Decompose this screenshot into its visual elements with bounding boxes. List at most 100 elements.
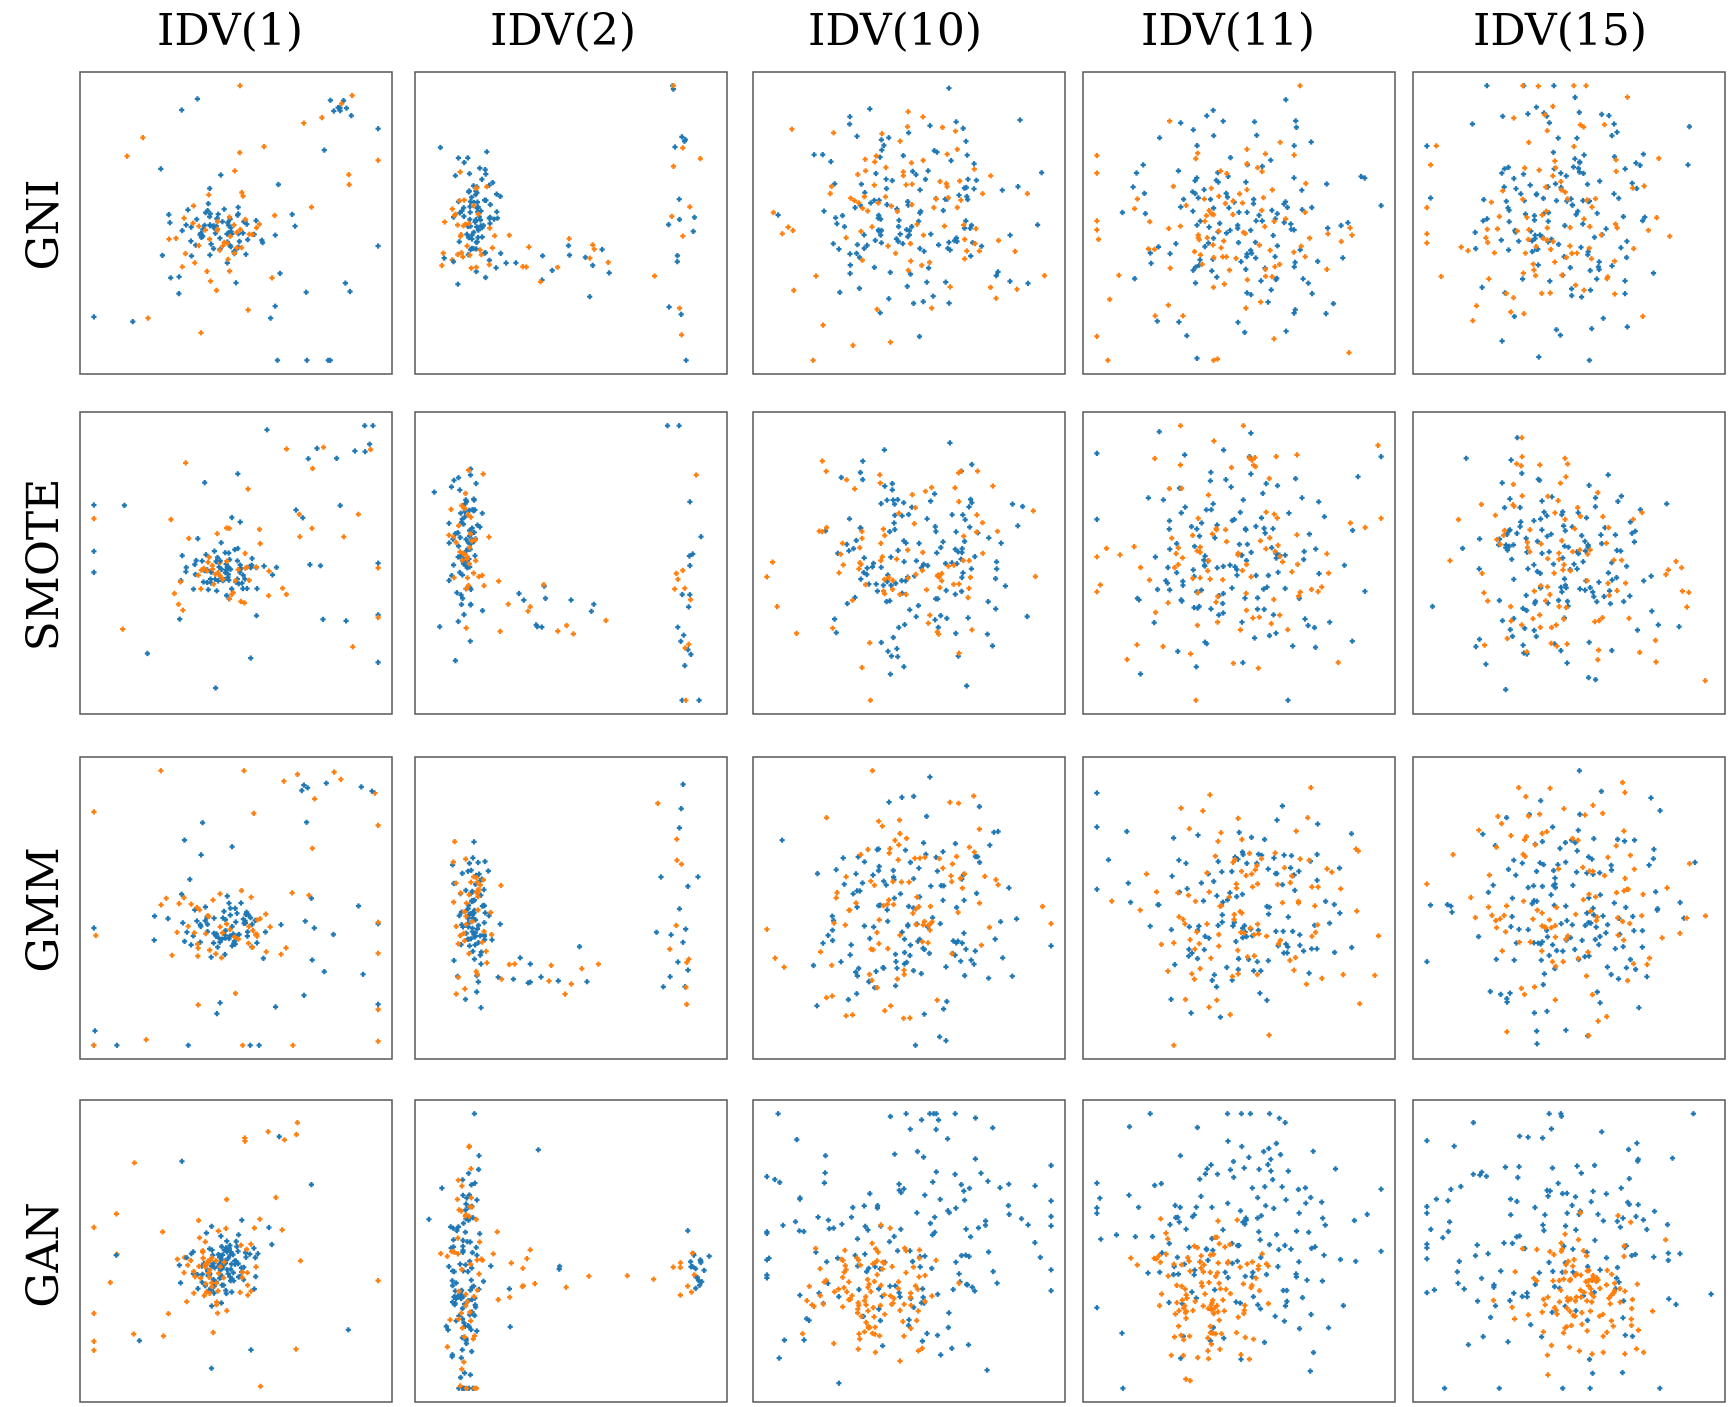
scatter-point [1606,592,1612,598]
scatter-point [1296,1259,1302,1265]
scatter-point [690,551,696,557]
scatter-point [1319,975,1325,981]
scatter-point [829,927,836,933]
scatter-point [1152,554,1158,560]
scatter-point [1589,1351,1595,1357]
scatter-point [1192,543,1198,549]
scatter-point [825,1217,831,1223]
scatter-point [232,1258,238,1264]
scatter-point [775,1111,781,1117]
scatter-point [1218,903,1225,909]
scatter-point [1281,219,1287,226]
scatter-point [937,1034,943,1040]
scatter-point [1558,1113,1565,1119]
scatter-point [557,1263,563,1269]
scatter-point [1547,1188,1553,1194]
scatter-point [791,287,797,293]
scatter-point [309,845,315,851]
scatter-point [321,969,327,975]
scatter-point [1608,867,1615,873]
scatter-point [962,256,968,262]
scatter-point [1590,1188,1596,1194]
scatter-point [474,1287,480,1293]
scatter-point [479,939,485,945]
scatter-point [837,289,843,295]
scatter-point [375,950,381,956]
scatter-point [899,929,905,935]
scatter-point [937,1196,943,1202]
scatter-point [1204,870,1210,876]
scatter-point [1324,866,1330,872]
scatter-point [1644,1226,1650,1233]
scatter-point [472,942,478,948]
scatter-point [441,255,447,261]
scatter-point [897,891,904,897]
scatter-point [877,480,883,486]
scatter-point [894,965,900,971]
scatter-point [489,932,495,938]
panel-gni-idv15 [1412,71,1726,375]
scatter-point [207,1290,213,1296]
scatter-point [895,238,901,245]
scatter-point [446,577,452,584]
scatter-point [1143,871,1150,877]
scatter-point [1529,249,1535,255]
scatter-point [467,209,473,215]
scatter-point [474,224,480,230]
scatter-point [463,625,469,631]
scatter-point [858,181,864,187]
scatter-point [1340,1303,1346,1309]
scatter-point [260,955,266,961]
scatter-point [292,223,298,229]
scatter-point [1556,597,1562,603]
scatter-point [937,178,943,185]
panel-frame [1082,756,1396,1060]
scatter-point [457,1261,463,1267]
scatter-point [853,871,859,877]
scatter-point [1499,948,1505,954]
scatter-point [1244,954,1251,960]
scatter-point [1550,1268,1556,1274]
scatter-point [1543,184,1549,190]
scatter-point [822,1153,829,1159]
scatter-point [937,585,943,591]
scatter-point [888,653,895,659]
scatter-point [1195,515,1201,521]
scatter-point [1520,276,1526,282]
scatter-point [929,1265,935,1271]
scatter-point [1195,232,1201,238]
scatter-point [513,260,519,266]
scatter-point [1544,225,1550,231]
scatter-point [995,269,1001,275]
scatter-point [1584,197,1590,203]
scatter-point [1487,988,1493,995]
scatter-point [179,264,185,270]
scatter-point [834,221,840,227]
scatter-point [1128,1255,1134,1261]
scatter-point [1105,857,1112,863]
scatter-point [913,571,919,578]
scatter-point [1198,587,1204,593]
scatter-point [176,1262,182,1268]
scatter-point [878,639,884,646]
scatter-point [1549,959,1556,965]
scatter-point [1580,1248,1587,1254]
scatter-point [961,871,968,877]
scatter-point [440,250,446,256]
scatter-point [1491,250,1497,256]
scatter-point [221,239,227,245]
scatter-point [267,924,273,930]
scatter-point [231,222,237,228]
scatter-point [431,489,437,495]
scatter-point [205,913,211,919]
scatter-point [1531,217,1538,223]
scatter-point [1238,259,1244,265]
scatter-point [869,977,875,983]
scatter-point [1262,224,1268,230]
scatter-point [908,1302,914,1308]
scatter-point [1571,143,1577,150]
scatter-point [984,1367,990,1373]
scatter-point [1539,830,1545,837]
scatter-point [341,534,347,540]
scatter-point [473,217,479,223]
